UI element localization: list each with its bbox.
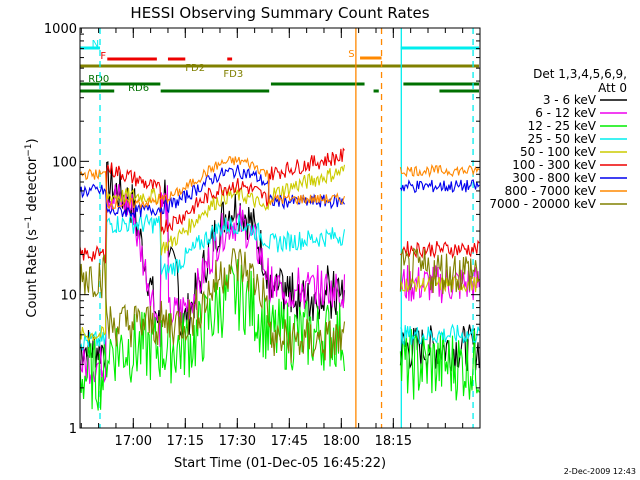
series-line-7 xyxy=(79,156,480,210)
legend-label: 3 - 6 keV xyxy=(543,93,597,107)
x-tick-label: 17:30 xyxy=(219,434,256,449)
y-axis-label-exp1: −1 xyxy=(24,216,34,229)
flag-label-s: S xyxy=(348,49,354,60)
flag-label-rd6: RD6 xyxy=(128,83,149,94)
series-line-4 xyxy=(79,164,480,343)
flag-label-fd3: FD3 xyxy=(223,69,243,80)
y-tick-label: 1000 xyxy=(44,22,77,37)
flag-label-n: N xyxy=(92,39,99,50)
legend-label: 6 - 12 keV xyxy=(535,106,597,120)
y-tick-label: 1 xyxy=(69,422,77,437)
legend-label: 12 - 25 keV xyxy=(528,119,597,133)
series-line-2 xyxy=(79,259,480,411)
flag-label-fd2: FD2 xyxy=(185,63,205,74)
x-tick-label: 17:00 xyxy=(115,434,152,449)
y-axis-label-exp2: −1 xyxy=(24,143,34,156)
series-line-3 xyxy=(79,213,480,352)
y-tick-label: 100 xyxy=(52,155,77,170)
x-tick-label: 18:00 xyxy=(323,434,360,449)
plot-frame xyxy=(79,27,481,429)
y-tick-label: 10 xyxy=(60,289,77,304)
x-tick-label: 17:15 xyxy=(167,434,204,449)
chart-title: HESSI Observing Summary Count Rates xyxy=(130,4,429,22)
y-axis-label-mid: detector xyxy=(25,156,40,216)
legend-label: 800 - 7000 keV xyxy=(505,184,597,198)
legend-label: 25 - 50 keV xyxy=(528,132,597,146)
x-tick-label: 18:15 xyxy=(375,434,412,449)
legend-label: 50 - 100 keV xyxy=(520,145,597,159)
x-axis-label: Start Time (01-Dec-05 16:45:22) xyxy=(174,456,386,471)
series-lines xyxy=(79,147,480,411)
legend-header-attenuator: Att 0 xyxy=(598,81,627,95)
x-tick-label: 17:45 xyxy=(271,434,308,449)
y-axis-label-end: ) xyxy=(25,138,40,143)
flag-label-f: F xyxy=(100,51,106,62)
legend-label: 100 - 300 keV xyxy=(512,158,596,172)
y-axis-ticks: 1 10 100 1000 xyxy=(44,22,480,437)
legend-label: 7000 - 20000 keV xyxy=(489,197,596,211)
legend-label: 300 - 800 keV xyxy=(512,171,596,185)
timestamp: 2-Dec-2009 12:43 xyxy=(564,467,636,476)
y-axis-label-main: Count Rate (s xyxy=(25,229,40,318)
series-line-8 xyxy=(79,247,480,363)
y-axis-label: Count Rate (s−1 detector−1) xyxy=(24,138,40,317)
legend-header-detectors: Det 1,3,4,5,6,9, xyxy=(533,67,627,81)
flag-label-rd0: RD0 xyxy=(88,74,109,85)
x-axis-ticks: 17:00 17:15 17:30 17:45 18:00 18:15 xyxy=(80,28,481,449)
